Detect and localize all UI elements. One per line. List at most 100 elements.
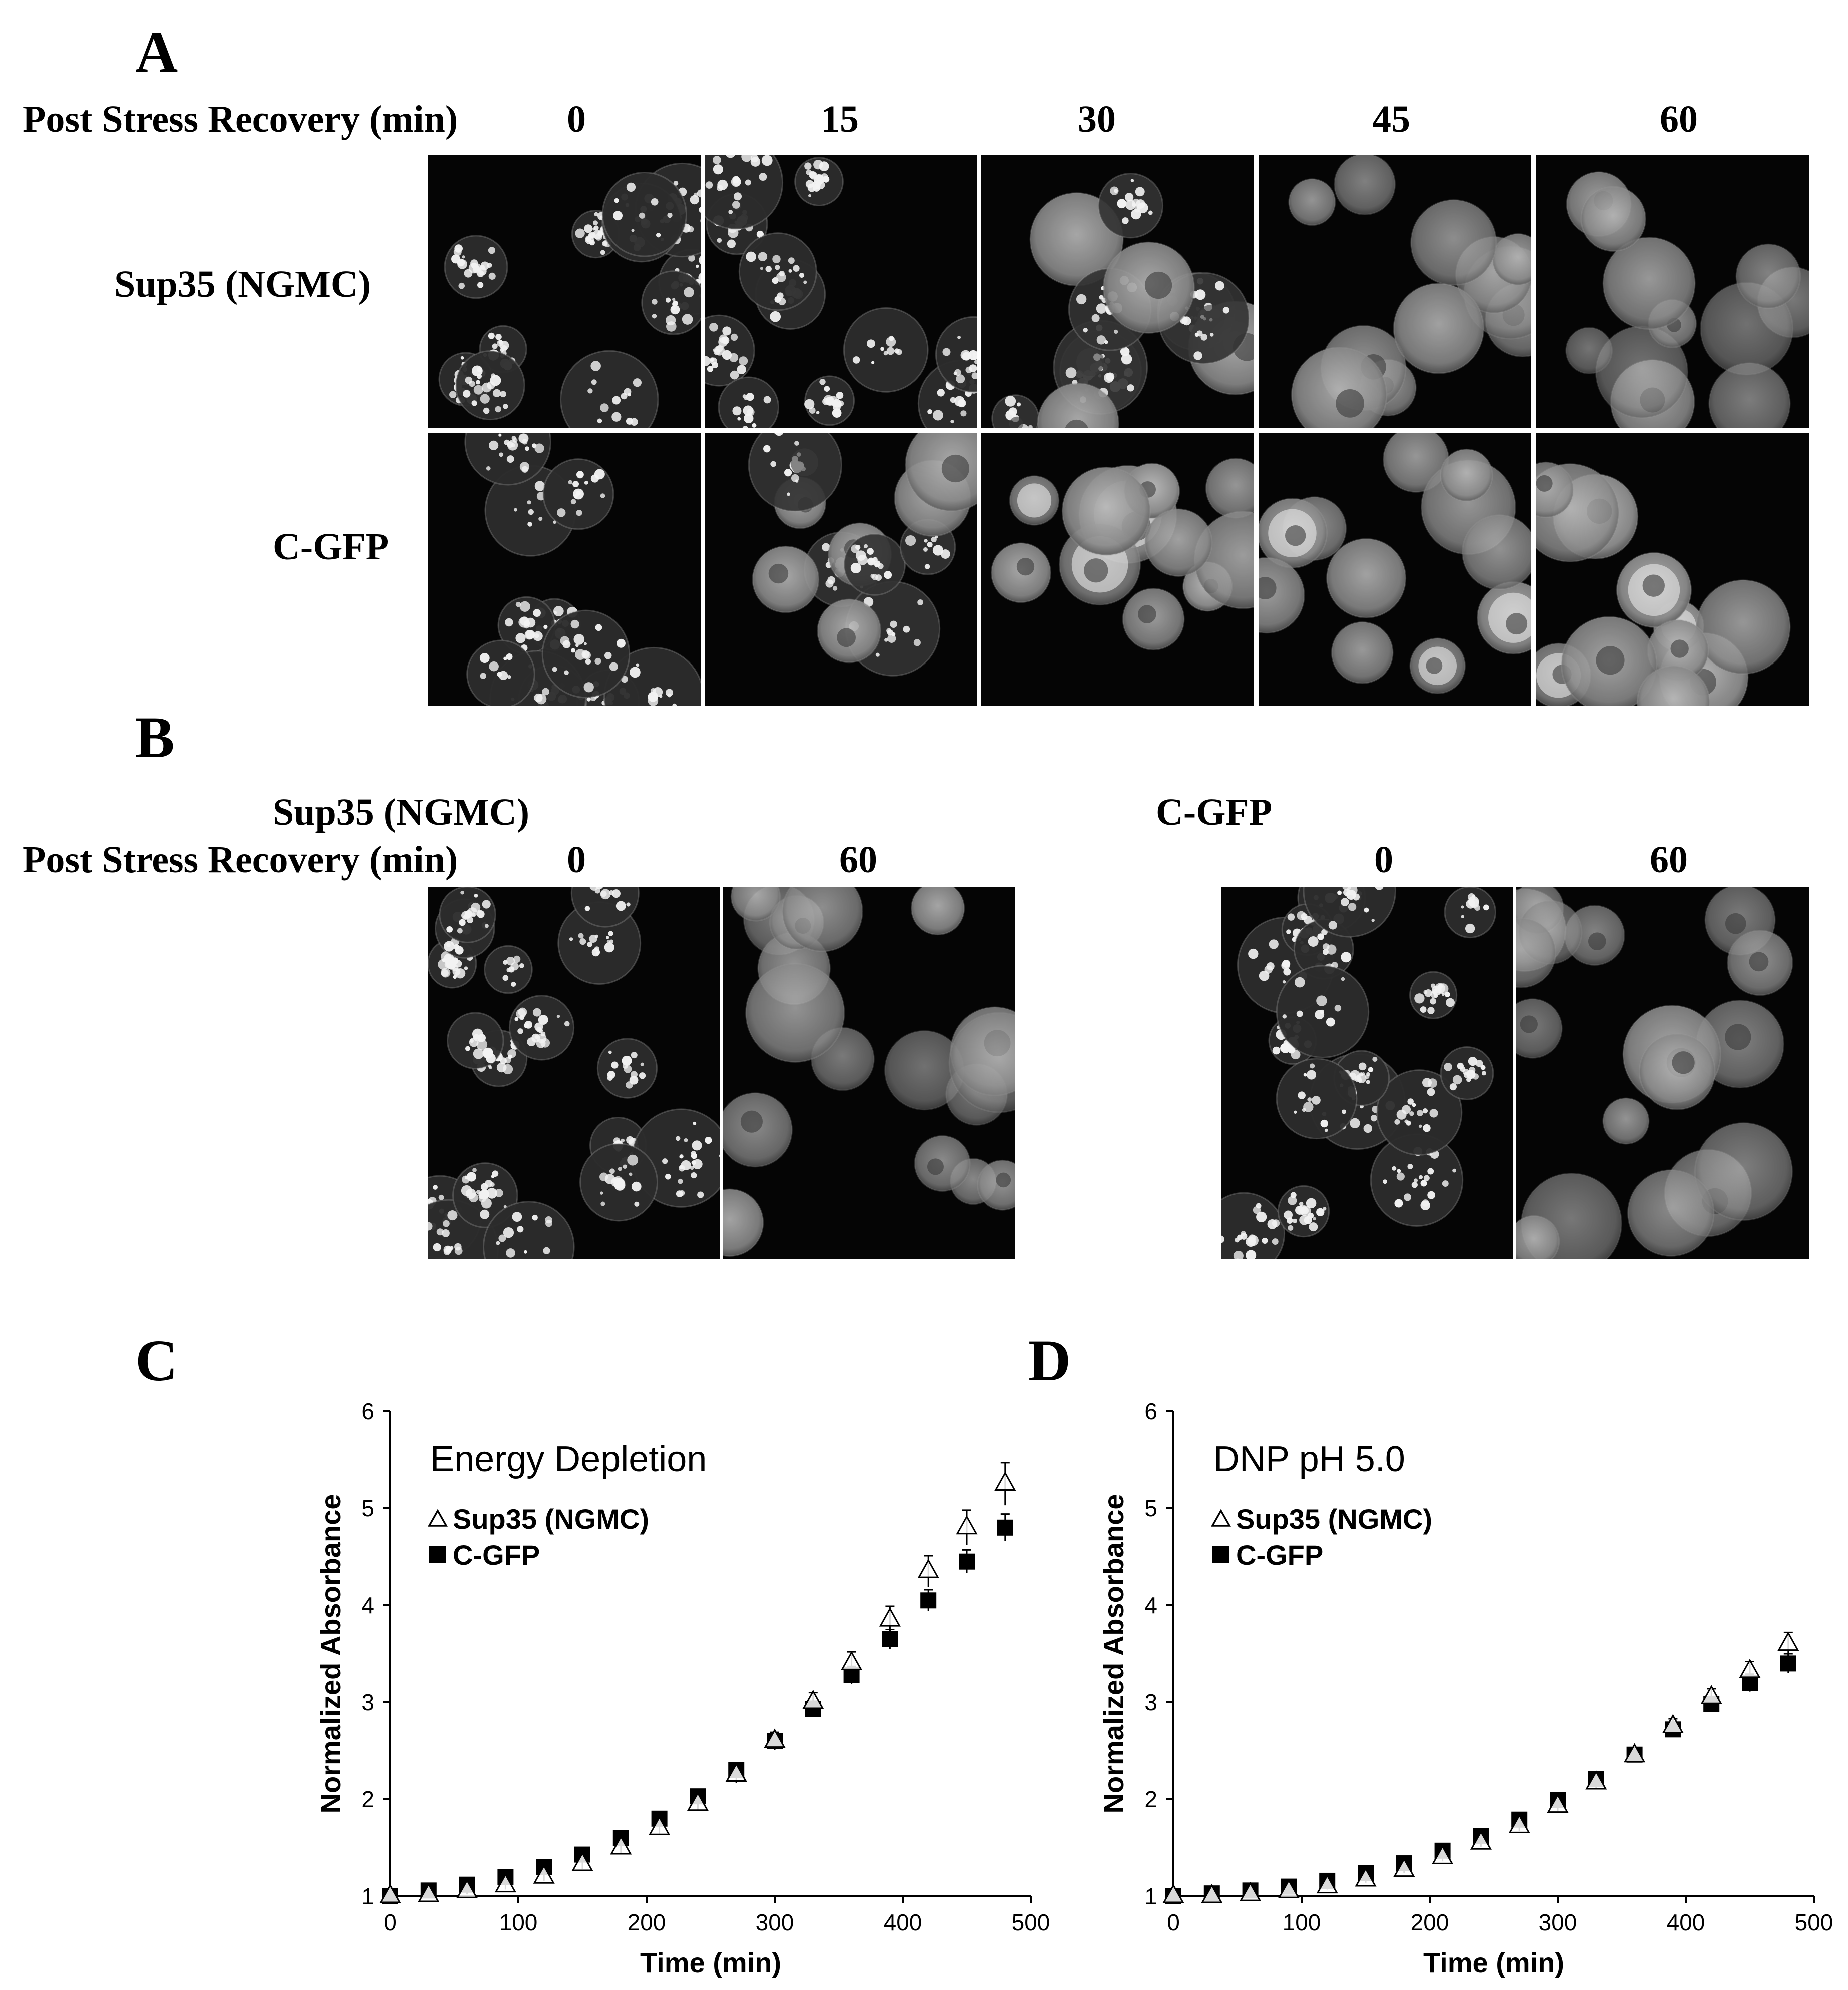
aggregate-focus [502,404,508,409]
panel-b-cgfp-timepoint-60: 60 [1650,839,1688,881]
aggregate-focus [474,893,478,898]
aggregate-focus [891,632,896,636]
aggregate-focus [1461,915,1464,918]
aggregate-focus [705,181,713,189]
aggregate-focus [472,365,483,377]
aggregate-focus [1420,1180,1427,1187]
aggregate-focus [506,1248,515,1258]
aggregate-focus [956,374,965,384]
aggregate-focus [527,522,532,527]
aggregate-focus [1282,1014,1287,1019]
aggregate-focus [463,390,471,398]
aggregate-focus [763,396,771,404]
aggregate-focus [611,889,621,898]
aggregate-focus [640,1062,644,1066]
aggregate-focus [1302,1108,1306,1112]
data-point-sup35 [379,1883,401,1903]
aggregate-focus [611,1061,619,1069]
aggregate-focus [1350,1118,1360,1128]
aggregate-focus [473,385,483,395]
aggregate-focus [473,1048,484,1059]
data-point-cgfp [959,1553,975,1570]
aggregate-focus [616,638,626,648]
aggregate-focus [793,265,800,272]
aggregate-focus [1348,903,1357,911]
chart-svg: 1 2 3 4 5 6 0 100 200 300 400 500 Time (min) Normaliz… [1098,1398,1833,1978]
aggregate-focus [836,392,844,399]
aggregate-focus [534,481,545,491]
aggregate-focus [480,261,489,270]
aggregate-focus [1371,918,1375,922]
aggregate-focus [534,443,544,453]
aggregate-focus [518,1007,527,1017]
panel-d-letter: D [1028,1328,1071,1393]
aggregate-focus [1288,1225,1294,1231]
data-point-cgfp [882,1631,898,1647]
aggregate-focus [442,1229,450,1237]
aggregate-focus [1241,1231,1246,1236]
aggregate-focus [698,273,701,282]
cell [1516,998,1563,1059]
aggregate-focus [1420,1200,1430,1210]
aggregate-focus [595,624,602,631]
panel-a-timepoint-0: 0 [567,98,586,140]
aggregate-focus [446,959,456,970]
aggregate-focus [469,1193,479,1203]
aggregate-focus [576,510,582,516]
aggregate-focus [760,267,763,270]
aggregate-focus [794,441,799,446]
aggregate-focus [486,1188,497,1199]
aggregate-focus [534,1022,543,1031]
aggregate-focus [464,966,468,970]
aggregate-focus [480,1183,488,1191]
aggregate-focus [741,155,752,162]
aggregate-focus [1480,1065,1486,1070]
aggregate-focus [460,356,464,360]
panel-b-sup35-timepoint-60: 60 [839,839,877,881]
aggregate-focus [692,1140,702,1151]
aggregate-focus [489,661,499,672]
cell [1462,514,1531,590]
aggregate-focus [1259,970,1270,981]
data-point-sup35 [1739,1658,1761,1678]
aggregate-focus [512,438,518,443]
aggregate-focus [614,1179,626,1191]
aggregate-focus [597,230,603,237]
cell [843,307,929,393]
aggregate-focus [691,1150,697,1156]
aggregate-focus [819,379,826,385]
aggregate-focus [1427,1007,1435,1014]
aggregate-focus [463,914,468,920]
aggregate-focus [1135,187,1145,197]
aggregate-focus [1113,329,1118,334]
aggregate-focus [1267,1219,1278,1229]
aggregate-focus [650,688,656,694]
aggregate-focus [971,372,977,379]
cell [1636,665,1711,706]
aggregate-focus [629,1172,633,1176]
aggregate-focus [457,258,465,267]
aggregate-focus [924,539,928,543]
cell [935,316,977,393]
aggregate-focus [924,564,930,569]
legend-label: Sup35 (NGMC) [453,1503,649,1535]
cell [1221,1192,1286,1259]
aggregate-focus [871,361,875,364]
aggregate-focus [542,688,549,696]
data-point-sup35 [879,1607,901,1627]
data-point-sup35 [1278,1879,1300,1898]
aggregate-focus [713,164,723,175]
aggregate-focus [621,676,628,683]
cell [1444,887,1497,939]
aggregate-focus [1246,1250,1257,1259]
aggregate-focus [705,356,711,366]
aggregate-focus [631,1181,642,1192]
cell [1410,199,1497,286]
aggregate-focus [1110,186,1119,195]
aggregate-focus [777,292,784,299]
aggregate-focus [488,1064,491,1068]
aggregate-focus [1342,887,1352,891]
aggregate-focus [819,175,824,181]
aggregate-focus [506,968,511,972]
panel-b-letter: B [135,705,175,770]
